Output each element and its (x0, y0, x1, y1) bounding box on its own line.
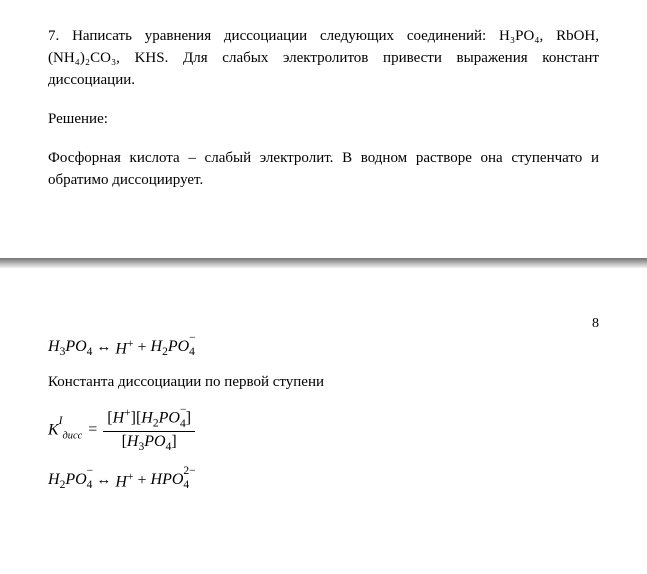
page-number: 8 (592, 316, 599, 332)
k1-equals: = (82, 421, 103, 439)
constant-label: Константа диссоциации по первой ступени (48, 374, 599, 391)
eq1-arrow: ↔ (92, 339, 115, 356)
explanation-text: Фосфорная кислота – слабый электролит. В… (48, 148, 599, 192)
eq1-lhs: H3PO4 (48, 338, 92, 358)
eq2-plus: + (133, 472, 150, 490)
equation-1: H3PO4 ↔ H+ + H2PO−4 (48, 338, 599, 358)
k1-expression: KIдисс = [H+][H2PO−4] [H3PO4] (48, 407, 195, 453)
equation-2: H2PO−4 ↔ H+ + HPO2−4 (48, 471, 599, 491)
eq2-r1: H+ (115, 471, 133, 491)
eq2-arrow: ↔ (92, 472, 115, 489)
eq1-r2: H2PO−4 (151, 338, 195, 358)
k1-symbol: KIдисс (48, 419, 82, 442)
k1-fraction: [H+][H2PO−4] [H3PO4] (103, 407, 195, 453)
k1-numerator: [H+][H2PO−4] (103, 407, 195, 432)
answer-label: Решение: (48, 111, 599, 128)
shadow-bar (0, 258, 647, 268)
eq2-lhs: H2PO−4 (48, 471, 92, 491)
eq1-r1: H+ (115, 338, 133, 358)
problem-statement: 7. Написать уравнения диссоциации следую… (48, 26, 599, 91)
eq2-r2: HPO2−4 (151, 471, 190, 491)
page-divider (0, 248, 647, 282)
k1-denominator: [H3PO4] (118, 432, 181, 453)
eq1-plus: + (133, 339, 150, 357)
